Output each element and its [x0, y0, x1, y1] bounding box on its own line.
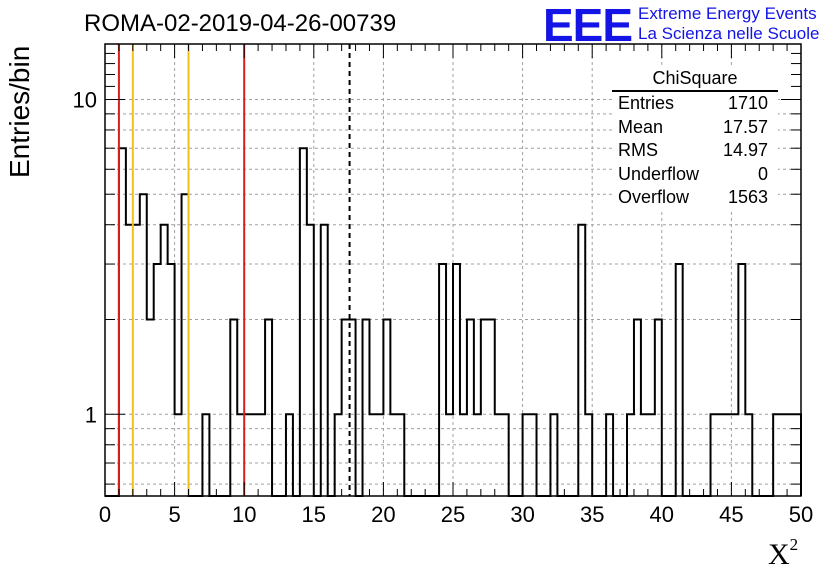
axis-ticks: [104, 44, 802, 496]
stats-row-entries: Entries 1710: [612, 92, 778, 116]
x-tick-label: 25: [441, 502, 465, 527]
eee-logo: EEE Extreme Energy Events La Scienza nel…: [543, 0, 833, 51]
x-tick-label: 5: [168, 502, 180, 527]
stats-value: 17.57: [722, 116, 768, 137]
stats-value: 1710: [727, 93, 768, 113]
stats-value: 1563: [727, 187, 768, 207]
x-tick-label: 45: [719, 502, 743, 527]
stats-row-overflow: Overflow 1563: [612, 186, 778, 210]
stats-value: 14.97: [722, 140, 768, 160]
stats-value: 0: [757, 163, 768, 184]
stats-box: ChiSquare Entries 1710 Mean 17.57 RMS 14…: [612, 66, 778, 210]
reference-lines: [117, 44, 351, 496]
logo-text-line1: Extreme Energy Events: [638, 4, 817, 23]
stats-key: Overflow: [618, 187, 690, 207]
x-tick-label: 30: [510, 502, 534, 527]
y-tick-label: 1: [85, 402, 97, 427]
stats-key: Mean: [618, 116, 664, 137]
plot-title: ROMA-02-2019-04-26-00739: [84, 10, 397, 37]
stats-row-rms: RMS 14.97: [612, 139, 778, 163]
x-tick-label: 20: [371, 502, 395, 527]
x-axis-label-exponent: 2: [789, 535, 799, 554]
stats-title: ChiSquare: [652, 68, 738, 88]
stats-divider: [612, 90, 778, 92]
x-tick-label: 15: [302, 502, 326, 527]
y-axis-label: Entries/bin: [4, 45, 35, 178]
y-tick-label: 10: [73, 87, 97, 112]
stats-key: RMS: [618, 140, 658, 160]
stats-row-underflow: Underflow 0: [612, 163, 778, 187]
logo-text-line2: La Scienza nelle Scuole: [638, 24, 820, 43]
stats-key: Entries: [618, 93, 675, 113]
x-tick-label: 40: [650, 502, 674, 527]
logo-mark: EEE: [543, 0, 633, 51]
x-axis-label: X2: [768, 535, 798, 572]
tick-labels: 0 5 10 15 20 25 30 35 40 45 50 1 10: [73, 87, 814, 527]
stats-row-mean: Mean 17.57: [612, 116, 778, 140]
x-tick-label: 0: [99, 502, 111, 527]
x-tick-label: 35: [580, 502, 604, 527]
stats-key: Underflow: [618, 163, 700, 184]
x-tick-label: 50: [789, 502, 813, 527]
x-tick-label: 10: [232, 502, 256, 527]
x-axis-label-text: X: [768, 538, 790, 571]
